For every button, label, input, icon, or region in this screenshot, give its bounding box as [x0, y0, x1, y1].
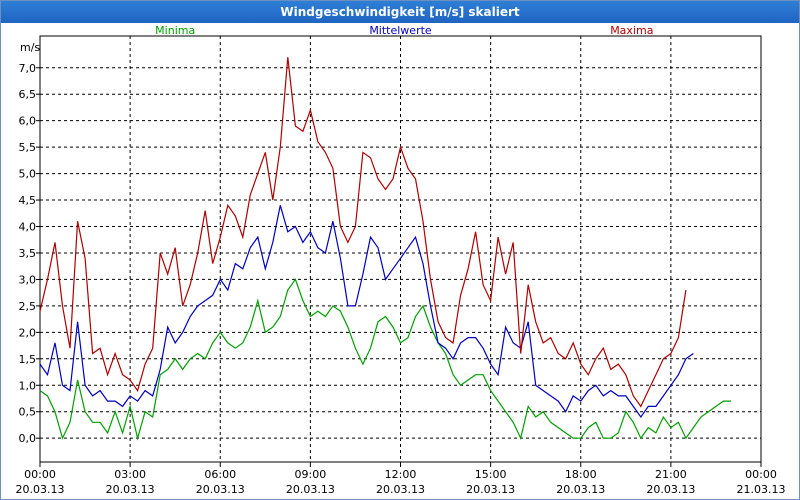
x-tick-date-label: 20.03.13	[466, 483, 515, 496]
y-axis: 0,0 0,5 1,0 1,5 2,0 2,5 3,0 3,5 4,0 4,5 5,0 5,5 6,0 6…	[19, 62, 40, 445]
y-tick-label: 1,5	[19, 353, 37, 366]
x-tick-time-label: 09:00	[295, 468, 327, 481]
x-tick-date-label: 20.03.13	[646, 483, 695, 496]
window-title: Windgeschwindigkeit [m/s] skaliert	[1, 1, 799, 23]
y-tick-label: 7,0	[19, 62, 37, 75]
x-tick-time-label: 00:00	[24, 468, 56, 481]
x-tick-date-label: 21.03.13	[737, 483, 786, 496]
y-tick-label: 2,5	[19, 300, 37, 313]
wind-speed-chart: 0,0 0,5 1,0 1,5 2,0 2,5 3,0 3,5 4,0 4,5 5,0 5,5 6,0 6…	[16, 24, 786, 496]
y-tick-label: 3,5	[19, 247, 37, 260]
y-tick-label: 6,0	[19, 115, 37, 128]
x-tick-date-label: 20.03.13	[106, 483, 155, 496]
y-tick-label: 2,0	[19, 326, 37, 339]
x-tick-time-label: 15:00	[475, 468, 507, 481]
y-tick-label: 5,0	[19, 168, 37, 181]
series-line-maxima	[39, 57, 687, 408]
legend-entry-mittelwerte: Mittelwerte	[369, 24, 432, 37]
legend: Minima Mittelwerte Maxima	[155, 24, 653, 37]
x-tick-date-label: 20.03.13	[556, 483, 605, 496]
y-tick-label: 4,5	[19, 194, 37, 207]
y-tick-label: 0,0	[19, 432, 37, 445]
grid	[40, 36, 761, 462]
x-tick-time-label: 06:00	[204, 468, 236, 481]
y-tick-label: 3,0	[19, 273, 37, 286]
y-axis-unit-label: m/s	[20, 41, 40, 54]
series-layer	[39, 57, 731, 441]
series-line-mittelwerte	[39, 205, 694, 419]
x-tick-date-label: 20.03.13	[286, 483, 335, 496]
legend-entry-maxima: Maxima	[610, 24, 653, 37]
series-line-minima	[39, 278, 731, 441]
y-tick-label: 4,0	[19, 221, 37, 234]
y-tick-label: 1,0	[19, 379, 37, 392]
legend-entry-minima: Minima	[155, 24, 195, 37]
y-tick-label: 5,5	[19, 141, 37, 154]
x-tick-time-label: 18:00	[565, 468, 597, 481]
x-tick-date-label: 20.03.13	[196, 483, 245, 496]
y-tick-label: 6,5	[19, 88, 37, 101]
x-tick-time-label: 21:00	[655, 468, 687, 481]
x-tick-time-label: 00:00	[745, 468, 777, 481]
x-tick-time-label: 12:00	[385, 468, 417, 481]
y-tick-label: 0,5	[19, 406, 37, 419]
x-axis: 00:00 20.03.13 03:00 20.03.13 06:00 20.03.13 0…	[16, 462, 786, 496]
x-tick-date-label: 20.03.13	[16, 483, 65, 496]
x-tick-date-label: 20.03.13	[376, 483, 425, 496]
x-tick-time-label: 03:00	[114, 468, 146, 481]
